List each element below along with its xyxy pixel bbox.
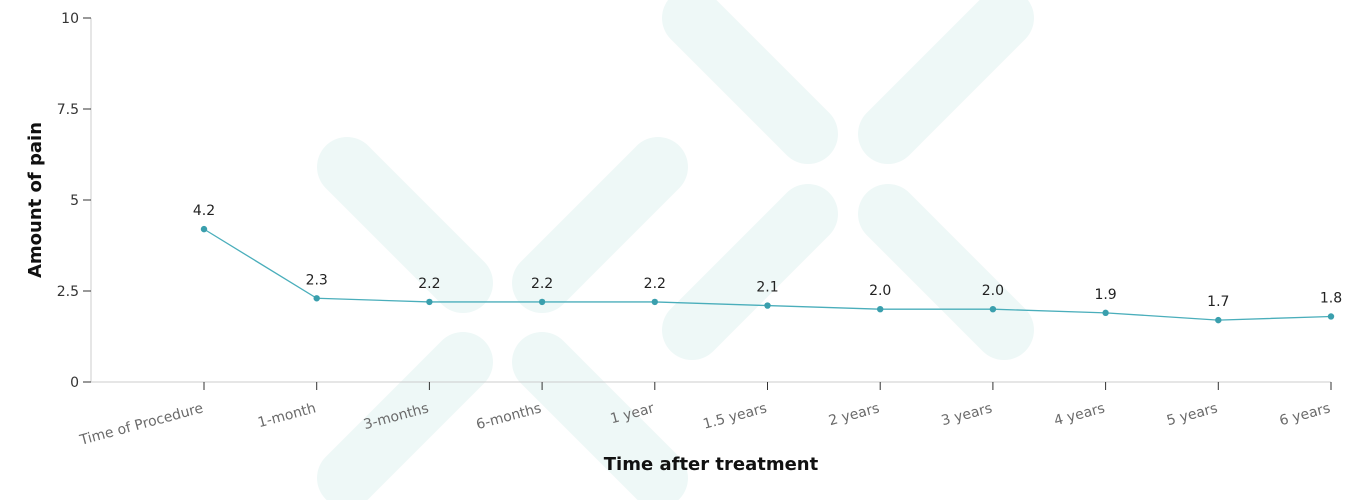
data-label: 2.2 — [644, 276, 666, 292]
data-label: 2.0 — [869, 283, 891, 299]
data-point[interactable] — [538, 298, 546, 306]
watermark-logo — [317, 0, 1034, 500]
data-point[interactable] — [1102, 309, 1109, 317]
x-tick-label: Time of Procedure — [77, 400, 205, 449]
y-tick-label: 2.5 — [57, 284, 79, 300]
x-tick-label: 3 years — [940, 400, 994, 429]
data-point[interactable] — [989, 306, 997, 313]
x-axis-ticks: Time of Procedure 1-month 3-months 6-months… — [77, 382, 1332, 449]
data-label: 1.9 — [1094, 287, 1116, 303]
data-label: 2.3 — [306, 272, 328, 288]
data-point[interactable] — [651, 298, 658, 306]
watermark-stroke — [858, 184, 1034, 360]
x-tick-label: 1-month — [256, 400, 318, 431]
data-label: 1.8 — [1320, 290, 1342, 306]
y-tick-label: 5 — [70, 193, 79, 209]
data-point[interactable] — [764, 302, 771, 309]
data-point[interactable] — [200, 225, 208, 233]
x-tick-label: 5 years — [1165, 400, 1219, 429]
series-group — [200, 225, 1335, 324]
watermark-stroke — [317, 137, 493, 313]
data-labels: 4.2 2.3 2.2 2.2 2.2 2.1 2.0 2.0 1.9 1.7 1.8 — [193, 203, 1342, 310]
data-label: 2.2 — [418, 276, 440, 292]
watermark-stroke — [317, 332, 493, 500]
data-point[interactable] — [426, 298, 433, 306]
x-axis-title: Time after treatment — [604, 454, 819, 475]
y-axis-title: Amount of pain — [25, 122, 46, 278]
data-point[interactable] — [1327, 313, 1335, 320]
y-axis-ticks: 0 2.5 5 7.5 10 — [57, 11, 91, 391]
data-point[interactable] — [313, 295, 320, 302]
watermark-stroke — [662, 184, 838, 360]
watermark-stroke — [512, 332, 688, 500]
data-label: 2.1 — [756, 280, 778, 296]
x-tick-label: 1.5 years — [701, 400, 768, 432]
data-label: 2.0 — [982, 283, 1004, 299]
watermark-stroke — [858, 0, 1034, 164]
watermark-stroke — [512, 137, 688, 313]
data-label: 4.2 — [193, 203, 215, 219]
data-label: 2.2 — [531, 276, 553, 292]
y-tick-label: 7.5 — [57, 102, 79, 118]
watermark-stroke — [662, 0, 838, 164]
x-tick-label: 6-months — [475, 400, 544, 433]
x-tick-label: 4 years — [1052, 400, 1106, 429]
data-point[interactable] — [877, 306, 884, 313]
y-tick-label: 0 — [70, 375, 79, 391]
data-label: 1.7 — [1207, 294, 1229, 310]
x-tick-label: 6 years — [1278, 400, 1332, 429]
x-tick-label: 2 years — [827, 400, 881, 429]
y-tick-label: 10 — [61, 11, 79, 27]
data-point[interactable] — [1215, 316, 1222, 324]
